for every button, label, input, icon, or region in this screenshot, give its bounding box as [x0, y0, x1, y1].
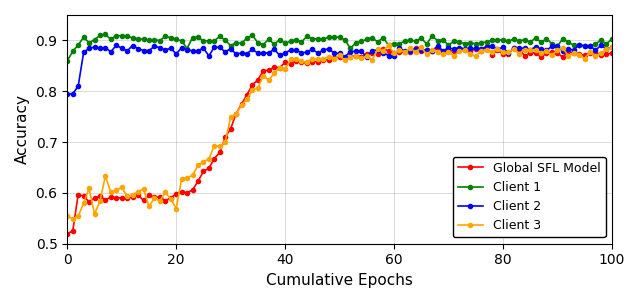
- Client 2: [575, 43, 583, 46]
- Client 2: [63, 92, 71, 96]
- Global SFL Model: [314, 60, 322, 63]
- Client 3: [483, 48, 490, 52]
- Line: Client 3: Client 3: [65, 43, 614, 221]
- Client 1: [608, 38, 616, 41]
- X-axis label: Cumulative Epochs: Cumulative Epochs: [266, 273, 413, 288]
- Client 3: [456, 49, 463, 53]
- Client 1: [319, 38, 327, 41]
- Line: Global SFL Model: Global SFL Model: [65, 44, 614, 236]
- Client 1: [477, 41, 485, 45]
- Client 1: [396, 42, 403, 45]
- Client 3: [401, 50, 409, 54]
- Client 2: [390, 54, 398, 58]
- Client 2: [472, 47, 479, 50]
- Global SFL Model: [63, 232, 71, 235]
- Client 3: [107, 191, 115, 194]
- Client 3: [63, 214, 71, 218]
- Global SFL Model: [390, 51, 398, 54]
- Line: Client 2: Client 2: [65, 42, 614, 96]
- Client 2: [445, 46, 452, 50]
- Client 1: [450, 39, 458, 43]
- Client 2: [608, 45, 616, 49]
- Client 2: [200, 46, 207, 50]
- Client 1: [102, 33, 109, 36]
- Client 1: [63, 59, 71, 62]
- Legend: Global SFL Model, Client 1, Client 2, Client 3: Global SFL Model, Client 1, Client 2, Cl…: [453, 157, 605, 238]
- Client 3: [69, 217, 77, 221]
- Client 2: [102, 46, 109, 49]
- Client 3: [608, 45, 616, 49]
- Client 1: [107, 38, 115, 41]
- Global SFL Model: [200, 170, 207, 173]
- Client 2: [314, 51, 322, 55]
- Client 3: [319, 57, 327, 61]
- Global SFL Model: [445, 49, 452, 53]
- Global SFL Model: [608, 51, 616, 55]
- Client 3: [205, 157, 212, 161]
- Y-axis label: Accuracy: Accuracy: [15, 94, 30, 164]
- Client 3: [385, 44, 392, 47]
- Global SFL Model: [102, 198, 109, 201]
- Global SFL Model: [472, 47, 479, 51]
- Global SFL Model: [483, 45, 490, 48]
- Client 1: [205, 39, 212, 42]
- Line: Client 1: Client 1: [65, 32, 614, 63]
